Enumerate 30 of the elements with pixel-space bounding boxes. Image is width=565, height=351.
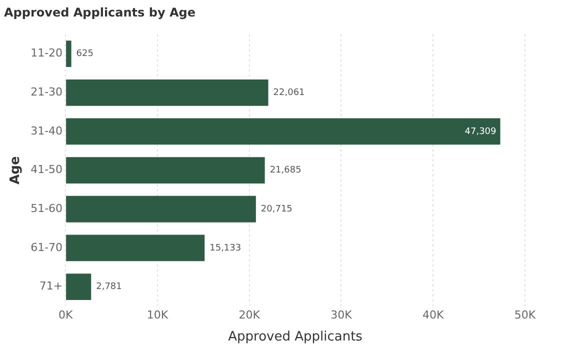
y-tick-label: 31-40: [30, 124, 63, 138]
bar: [66, 79, 268, 106]
y-axis-title: Age: [8, 156, 24, 184]
y-tick-label: 41-50: [30, 163, 63, 176]
x-tick-label: 30K: [330, 308, 353, 322]
y-tick-label: 51-60: [30, 202, 63, 215]
bar: [66, 234, 205, 262]
data-label: 21,685: [270, 166, 302, 176]
y-tick-label: 71+: [39, 280, 63, 293]
bar: [66, 118, 500, 145]
x-tick-label: 10K: [146, 308, 169, 322]
data-label: 625: [76, 49, 94, 60]
chart-title: Approved Applicants by Age: [4, 5, 196, 20]
data-label: 20,715: [260, 204, 292, 214]
bar: [66, 40, 72, 68]
bar: [66, 274, 92, 300]
data-label: 2,781: [96, 282, 122, 292]
data-label: 15,133: [210, 243, 242, 254]
bar: [66, 157, 265, 184]
bar: [66, 196, 256, 222]
data-label: 47,309: [464, 126, 497, 137]
y-tick-label: 11-20: [30, 46, 63, 60]
x-axis-title: Approved Applicants: [228, 330, 363, 345]
x-tick-label: 40K: [422, 308, 444, 322]
x-tick-label: 50K: [514, 308, 536, 322]
x-tick-label: 20K: [238, 308, 261, 322]
y-tick-label: 21-30: [30, 86, 63, 98]
x-tick-label: 0K: [58, 308, 74, 322]
y-tick-label: 61-70: [30, 240, 63, 254]
data-label: 22,061: [273, 88, 305, 98]
